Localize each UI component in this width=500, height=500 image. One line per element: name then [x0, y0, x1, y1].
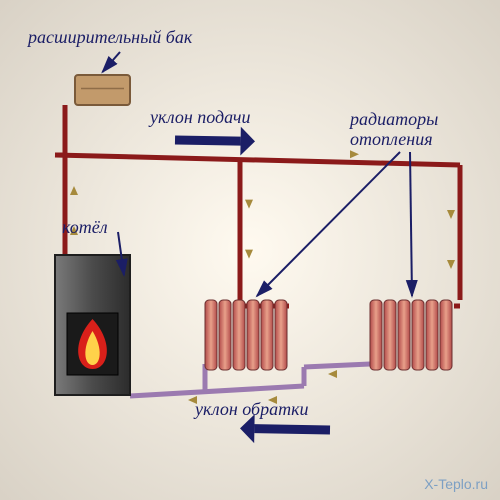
boiler — [55, 255, 130, 395]
radiator-1 — [205, 300, 287, 370]
return-pipes — [130, 364, 370, 396]
label-boiler: котёл — [62, 218, 108, 238]
background — [0, 0, 500, 500]
label-radiators: радиаторы отопления — [350, 110, 438, 150]
label-return-slope: уклон обратки — [195, 400, 309, 420]
radiator-2 — [370, 300, 452, 370]
label-expansion-tank: расширительный бак — [28, 28, 192, 48]
watermark: X-Teplo.ru — [424, 477, 488, 492]
flow-direction-arrows — [70, 150, 455, 404]
label-supply-slope: уклон подачи — [150, 108, 251, 128]
expansion-tank — [75, 75, 130, 105]
